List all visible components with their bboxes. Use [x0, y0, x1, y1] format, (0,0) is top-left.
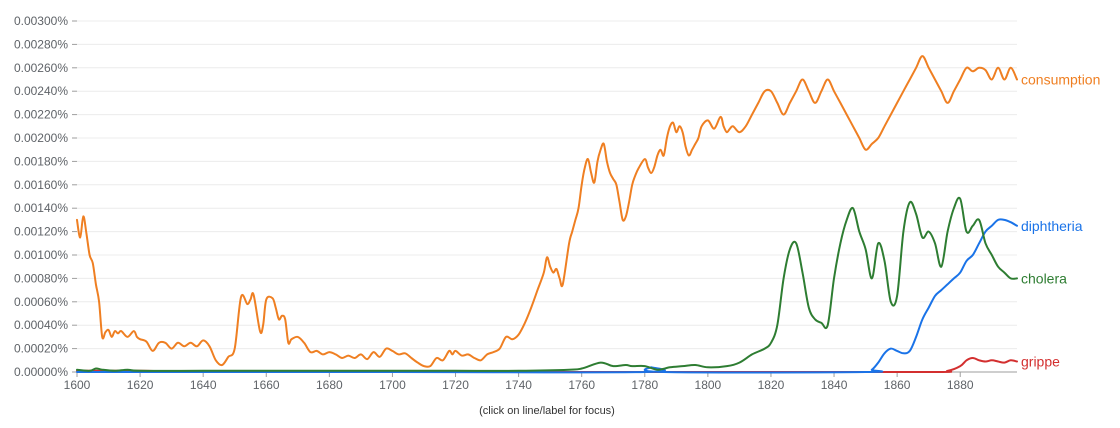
- series-label-grippe[interactable]: grippe: [1021, 353, 1060, 369]
- x-tick-label: 1820: [758, 378, 785, 392]
- series-line-diphtheria[interactable]: [76, 218, 1018, 374]
- gridlines: [77, 20, 1017, 373]
- y-tick-label: 0.00120%: [14, 225, 68, 239]
- y-axis: 0.00000% 0.00020% 0.00040% 0.00060% 0.00080%…: [14, 14, 77, 379]
- series-label-cholera[interactable]: cholera: [1021, 270, 1067, 286]
- footer-note: (click on line/label for focus): [479, 405, 615, 417]
- y-tick-label: 0.00260%: [14, 61, 68, 75]
- x-tick-label: 1620: [127, 378, 154, 392]
- y-tick-label: 0.00020%: [14, 342, 68, 356]
- x-tick-label: 1860: [884, 378, 911, 392]
- x-tick-label: 1840: [821, 378, 848, 392]
- x-tick-label: 1740: [505, 378, 532, 392]
- series-label-consumption[interactable]: consumption: [1021, 72, 1100, 88]
- x-tick-label: 1880: [947, 378, 974, 392]
- y-tick-label: 0.00000%: [14, 365, 68, 379]
- y-tick-label: 0.00240%: [14, 84, 68, 98]
- x-tick-label: 1760: [568, 378, 595, 392]
- x-tick-label: 1800: [695, 378, 722, 392]
- x-tick-label: 1680: [316, 378, 343, 392]
- y-tick-label: 0.00220%: [14, 108, 68, 122]
- y-tick-label: 0.00180%: [14, 154, 68, 168]
- x-tick-label: 1600: [64, 378, 91, 392]
- y-tick-label: 0.00040%: [14, 318, 68, 332]
- y-tick-label: 0.00300%: [14, 14, 68, 28]
- y-tick-label: 0.00280%: [14, 37, 68, 51]
- y-tick-label: 0.00140%: [14, 201, 68, 215]
- y-tick-label: 0.00200%: [14, 131, 68, 145]
- series-label-diphtheria[interactable]: diphtheria: [1021, 218, 1083, 234]
- series-line-cholera[interactable]: [76, 196, 1018, 372]
- x-tick-label: 1700: [379, 378, 406, 392]
- y-tick-label: 0.00160%: [14, 178, 68, 192]
- y-tick-label: 0.00100%: [14, 248, 68, 262]
- x-tick-label: 1660: [253, 378, 280, 392]
- x-tick-label: 1640: [190, 378, 217, 392]
- x-axis: 1600 1620 1640 1660 1680 1700 1720 1740 1760 1780…: [64, 372, 974, 392]
- series-lines[interactable]: [76, 55, 1018, 374]
- x-tick-label: 1720: [442, 378, 469, 392]
- x-tick-label: 1780: [631, 378, 658, 392]
- series-line-consumption[interactable]: [76, 55, 1018, 368]
- y-tick-label: 0.00060%: [14, 295, 68, 309]
- y-tick-label: 0.00080%: [14, 271, 68, 285]
- series-labels[interactable]: consumption cholera diphtheria grippe: [1021, 72, 1100, 370]
